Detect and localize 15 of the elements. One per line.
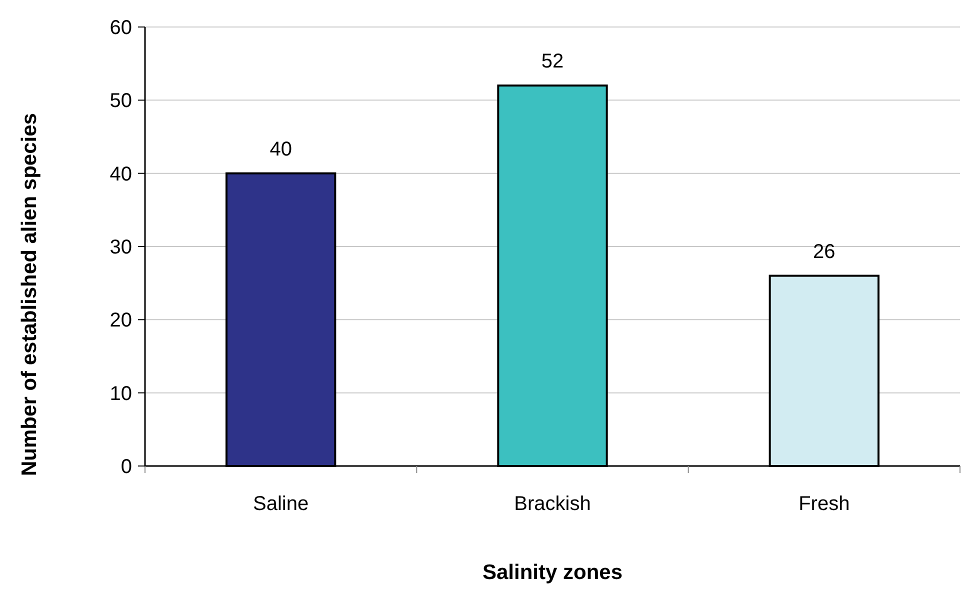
x-axis-title: Salinity zones (482, 561, 623, 584)
x-tick-label: Brackish (514, 493, 591, 515)
x-tick-label: Saline (253, 493, 309, 515)
data-label: 52 (541, 50, 564, 73)
y-tick-label: 60 (110, 17, 132, 39)
data-label: 40 (270, 138, 292, 160)
data-label: 26 (813, 240, 836, 263)
y-tick-label: 50 (110, 90, 132, 112)
y-tick-label: 10 (110, 382, 132, 405)
y-axis-title: Number of established alien species (18, 113, 41, 476)
y-tick-label: 0 (120, 456, 132, 478)
x-tick-label: Fresh (798, 493, 850, 515)
y-tick-label: 20 (110, 310, 132, 332)
y-tick-label: 40 (110, 163, 132, 186)
y-tick-label: 30 (110, 236, 132, 258)
